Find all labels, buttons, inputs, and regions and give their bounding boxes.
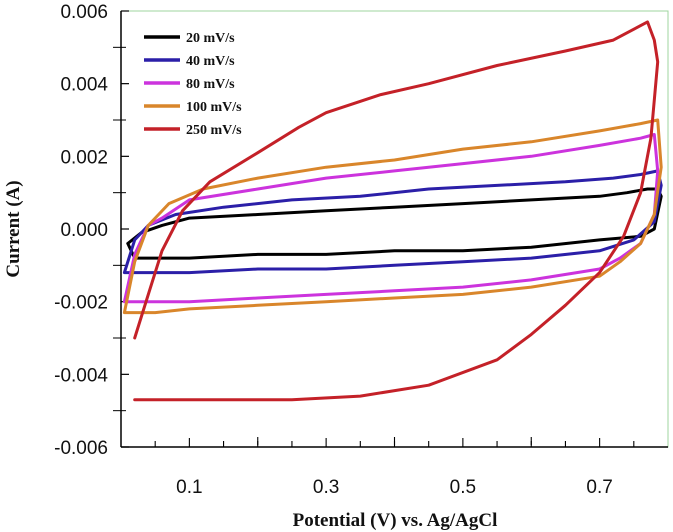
y-tick-label: 0.006	[60, 2, 108, 23]
y-tick-label: -0.002	[54, 293, 108, 314]
legend-label: 40 mV/s	[186, 54, 235, 69]
y-tick-label: 0.000	[60, 220, 108, 241]
y-tick-label: -0.004	[54, 365, 108, 386]
x-axis-title: Potential (V) vs. Ag/AgCl	[293, 510, 498, 531]
y-tick-label: 0.002	[60, 147, 108, 168]
legend-label: 100 mV/s	[186, 100, 242, 115]
y-tick-label: 0.004	[60, 75, 108, 96]
legend-label: 80 mV/s	[186, 77, 235, 92]
x-tick-label: 0.3	[313, 477, 339, 498]
x-tick-label: 0.7	[586, 477, 612, 498]
series-line-80-mv-s	[122, 133, 660, 304]
y-axis-title: Current (A)	[3, 180, 24, 277]
series-line-20-mv-s	[126, 187, 663, 260]
x-tick-label: 0.1	[176, 477, 202, 498]
legend-label: 250 mV/s	[186, 123, 242, 138]
x-axis-ticks: 0.1 0.3 0.5 0.7	[154, 437, 635, 498]
x-tick-label: 0.5	[450, 477, 476, 498]
cv-curves	[122, 20, 663, 402]
y-tick-label: -0.006	[54, 438, 108, 459]
series-line-100-mv-s	[122, 118, 663, 315]
series-line-250-mv-s	[133, 20, 660, 402]
legend-label: 20 mV/s	[186, 31, 235, 46]
y-axis-ticks: -0.006 -0.004 -0.002 0.000 0.002 0.004 0.006	[54, 2, 129, 459]
legend: 20 mV/s 40 mV/s 80 mV/s 100 mV/s 250 mV/s	[144, 31, 242, 138]
